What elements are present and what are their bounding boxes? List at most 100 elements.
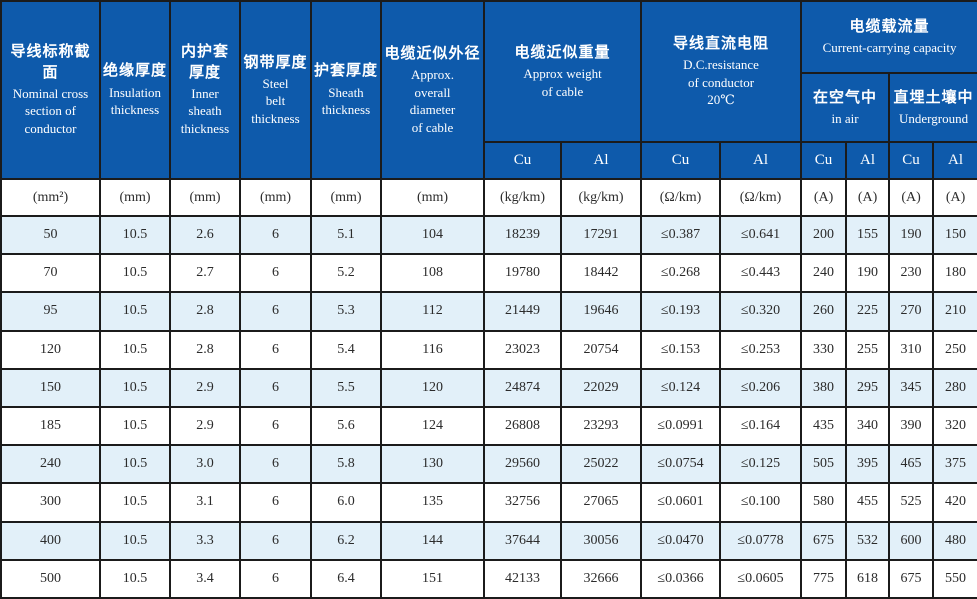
col-header-zh: 内护套 厚度 (180, 44, 229, 81)
table-cell: 37644 (483, 520, 562, 561)
table-cell: 775 (800, 558, 848, 599)
unit-cell: (A) (800, 178, 848, 217)
table-cell: 5.3 (310, 291, 382, 332)
col-header-en: Inner sheath thickness (180, 85, 230, 137)
col-header-en: Insulation thickness (109, 84, 161, 118)
table-cell: 3.0 (169, 444, 241, 485)
col-header-zh: 绝缘厚度 (103, 63, 168, 80)
table-cell: 27065 (559, 482, 643, 523)
table-cell: ≤0.193 (640, 291, 722, 332)
table-cell: 155 (845, 214, 891, 256)
subgroup-header-en: in air (831, 110, 859, 126)
unit-cell: (mm²) (0, 178, 101, 217)
table-cell: 21449 (483, 291, 562, 332)
unit-cell: (kg/km) (559, 178, 643, 217)
table-cell: 3.3 (169, 520, 241, 561)
col-header-en: Nominal cross section of conductor (12, 85, 89, 137)
table-row: 300 10.5 3.1 6 6.0 135 32756 27065 ≤0.0601 ≤0.100… (0, 482, 977, 523)
table-row: 95 10.5 2.8 6 5.3 112 21449 19646 ≤0.193 ≤0.320 26… (0, 291, 977, 332)
group-header-en: Current-carrying capacity (822, 40, 957, 56)
unit-cell: (kg/km) (483, 178, 562, 217)
table-cell: 6.4 (310, 558, 382, 599)
table-cell: 5.1 (310, 214, 382, 256)
subgroup-header-zh: 直埋土壤中 (893, 89, 974, 106)
unit-cell: (A) (932, 178, 977, 217)
table-cell: ≤0.0366 (640, 558, 722, 599)
group-header-approx-weight: 电缆近似重量 Approx weight of cable (482, 0, 643, 143)
table-cell: 104 (380, 214, 485, 256)
table-cell: 32666 (559, 558, 643, 599)
table-cell: ≤0.0470 (640, 520, 722, 561)
table-cell: 295 (845, 367, 891, 408)
metal-header-al: Al (559, 141, 643, 180)
group-header-zh: 电缆近似重量 (514, 44, 611, 61)
table-cell: 20754 (559, 329, 643, 370)
table-cell: ≤0.0754 (640, 444, 722, 485)
table-cell: 135 (380, 482, 485, 523)
table-cell: 465 (888, 444, 935, 485)
table-cell: ≤0.641 (719, 214, 803, 256)
metal-header-al: Al (719, 141, 803, 180)
table-cell: 150 (932, 214, 977, 256)
col-header-zh: 护套厚度 (314, 63, 379, 80)
col-header-steel-belt-thickness: 钢带厚度 Steel belt thickness (239, 0, 312, 180)
table-cell: 112 (380, 291, 485, 332)
table-cell: 380 (800, 367, 848, 408)
metal-header-cu: Cu (800, 141, 848, 180)
group-header-current-carrying-capacity: 电缆载流量 Current-carrying capacity (800, 0, 977, 74)
table-cell: 10.5 (99, 291, 171, 332)
table-cell: 50 (0, 214, 101, 256)
table-cell: 5.4 (310, 329, 382, 370)
unit-cell: (Ω/km) (719, 178, 803, 217)
table-cell: 3.4 (169, 558, 241, 599)
col-header-zh: 导线标称截面 (10, 44, 91, 81)
subgroup-header-underground: 直埋土壤中 Underground (888, 72, 977, 143)
table-cell: 2.9 (169, 405, 241, 447)
table-cell: 230 (888, 253, 935, 294)
table-cell: 532 (845, 520, 891, 561)
table-cell: 26808 (483, 405, 562, 447)
col-header-en: Approx. overall diameter of cable (409, 67, 456, 135)
table-cell: 190 (845, 253, 891, 294)
table-row: 70 10.5 2.7 6 5.2 108 19780 18442 ≤0.268 ≤0.443 24… (0, 253, 977, 294)
table-cell: 10.5 (99, 520, 171, 561)
table-cell: ≤0.0778 (719, 520, 803, 561)
unit-cell: (mm) (380, 178, 485, 217)
table-cell: 420 (932, 482, 977, 523)
table-cell: ≤0.0605 (719, 558, 803, 599)
table-cell: 6 (239, 558, 312, 599)
table-cell: 525 (888, 482, 935, 523)
table-cell: ≤0.320 (719, 291, 803, 332)
group-header-dc-resistance: 导线直流电阻 D.C.resistance of conductor 20℃ (640, 0, 803, 143)
table-row: 400 10.5 3.3 6 6.2 144 37644 30056 ≤0.0470 ≤0.077… (0, 520, 977, 561)
table-cell: 375 (932, 444, 977, 485)
table-cell: 10.5 (99, 329, 171, 370)
table-cell: 180 (932, 253, 977, 294)
table-cell: 250 (932, 329, 977, 370)
col-header-overall-diameter: 电缆近似外径 Approx. overall diameter of cable (380, 0, 485, 180)
table-cell: 18239 (483, 214, 562, 256)
table-cell: 95 (0, 291, 101, 332)
col-header-zh: 钢带厚度 (243, 54, 308, 71)
table-cell: 24874 (483, 367, 562, 408)
table-cell: 5.8 (310, 444, 382, 485)
unit-cell: (mm) (99, 178, 171, 217)
table-cell: ≤0.253 (719, 329, 803, 370)
table-row: 150 10.5 2.9 6 5.5 120 24874 22029 ≤0.124 ≤0.206 3… (0, 367, 977, 408)
table-cell: ≤0.443 (719, 253, 803, 294)
table-cell: 3.1 (169, 482, 241, 523)
table-cell: 19780 (483, 253, 562, 294)
table-cell: 10.5 (99, 367, 171, 408)
table-cell: 116 (380, 329, 485, 370)
table-cell: ≤0.124 (640, 367, 722, 408)
table-cell: 22029 (559, 367, 643, 408)
table-cell: 18442 (559, 253, 643, 294)
table-cell: 435 (800, 405, 848, 447)
table-cell: 2.9 (169, 367, 241, 408)
table-cell: 5.6 (310, 405, 382, 447)
col-header-sheath-thickness: 护套厚度 Sheath thickness (310, 0, 382, 180)
table-cell: 6.0 (310, 482, 382, 523)
table-cell: 10.5 (99, 214, 171, 256)
table-cell: 550 (932, 558, 977, 599)
